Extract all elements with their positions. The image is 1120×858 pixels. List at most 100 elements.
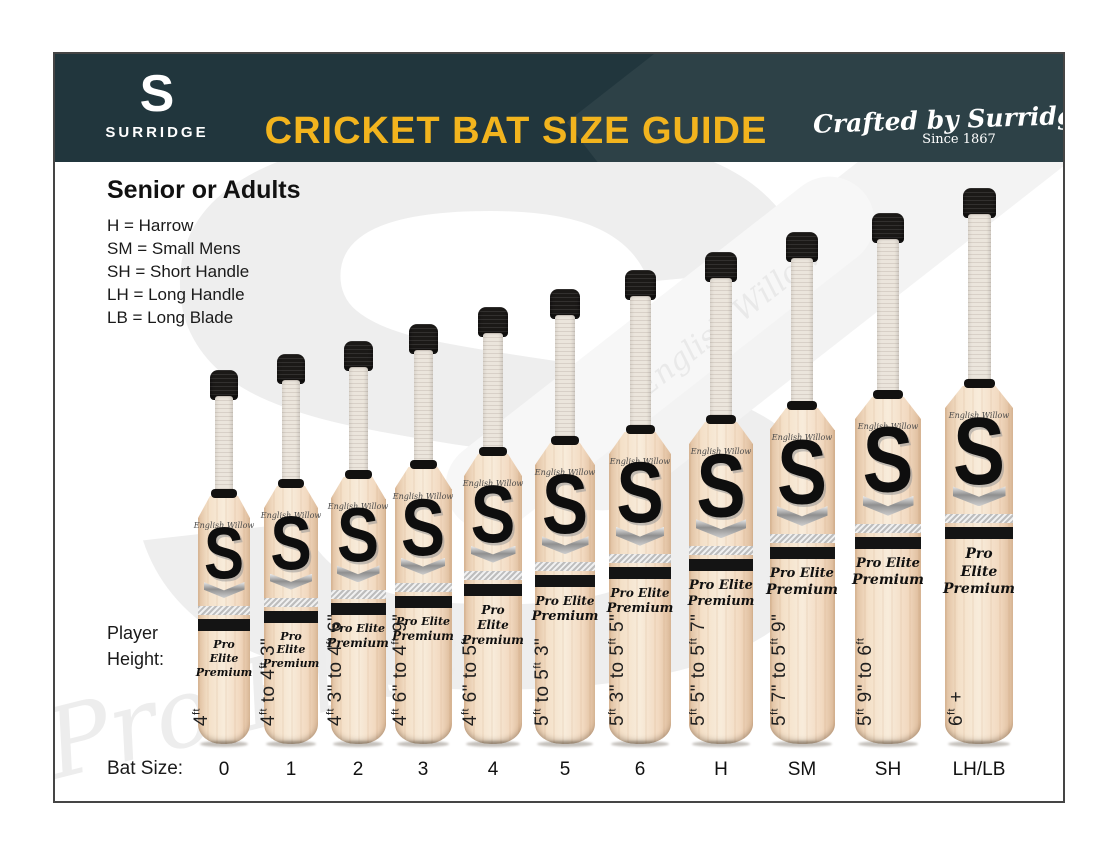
blade-face: English Willow S Pro Elite Premium 4ft xyxy=(191,517,254,744)
bat-size-value: 3 xyxy=(417,759,429,780)
premium-script: Premium xyxy=(943,581,1015,598)
cricket-bat: English Willow S Pro Elite Premium 6ft + xyxy=(943,188,1015,744)
pro-elite-script: Pro Elite xyxy=(535,594,595,609)
cricket-bat: English Willow S Pro Elite Premium 5ft 7" to… xyxy=(766,232,838,744)
cricket-bat: English Willow S Pro Elite Premium 5ft to 5f… xyxy=(532,289,598,744)
handle-grip-cap xyxy=(210,370,238,400)
handle-grip xyxy=(710,278,732,424)
bat-size-value: H xyxy=(714,759,728,780)
player-height-value: 4ft 3" to 4ft 6" xyxy=(325,613,346,726)
bat-size-label: Bat Size: xyxy=(107,758,184,779)
blade-face: English Willow S Pro Elite Premium 6ft + xyxy=(943,397,1015,744)
surridge-s-blade-logo: S xyxy=(952,397,1006,505)
bat-size-value: 5 xyxy=(559,759,571,780)
premium-script: Premium xyxy=(687,594,755,610)
bat-size-value: 4 xyxy=(487,759,499,780)
premium-script: Premium xyxy=(392,628,454,643)
blade-face: English Willow S Pro Elite Premium 4ft to 4f… xyxy=(258,502,322,744)
premium-script: Premium xyxy=(606,600,674,616)
cricket-bat: English Willow S Pro Elite Premium 4ft xyxy=(191,370,254,744)
handle-grip xyxy=(555,315,575,445)
pro-elite-script: Pro Elite xyxy=(477,602,509,632)
premium-script: Premium xyxy=(462,632,524,647)
bat-size-value: 2 xyxy=(352,759,364,780)
checkered-band xyxy=(609,553,671,563)
english-willow-script: English Willow xyxy=(327,502,389,511)
black-band xyxy=(198,619,250,631)
splice-collar xyxy=(278,479,304,488)
handle-grip xyxy=(629,296,651,434)
cricket-bat: English Willow S Pro Elite Premium 4ft 6" to… xyxy=(460,307,524,744)
surridge-s-blade-logo: S xyxy=(270,502,312,587)
premium-script: Premium xyxy=(852,572,924,589)
player-height-label: Player Height: xyxy=(107,620,164,672)
page-title: CRICKET BAT SIZE GUIDE xyxy=(264,110,768,152)
cricket-bat: English Willow S Pro Elite Premium 4ft 6" to… xyxy=(390,324,454,744)
handle-grip xyxy=(413,350,433,469)
checkered-band xyxy=(464,570,522,580)
cricket-bat: English Willow S Pro Elite Premium 5ft 9" to… xyxy=(852,213,924,744)
player-height-value: 5ft 7" to 5ft 9" xyxy=(769,613,790,726)
blade-face: English Willow S Pro Elite Premium 4ft 3" to… xyxy=(325,497,389,744)
checkered-band xyxy=(535,562,595,572)
player-height-value: 5ft to 5ft 3" xyxy=(532,637,553,726)
player-height-line1: Player xyxy=(107,623,159,643)
player-height-value: 4ft 6" to 5ft xyxy=(460,637,481,726)
handle-grip xyxy=(791,258,813,410)
size-guide-poster: S English Willow Pro Elite S SURRIDGE CR… xyxy=(53,52,1065,803)
pro-elite-script: Pro Elite xyxy=(856,555,920,571)
checkered-band xyxy=(264,597,318,607)
checkered-band xyxy=(945,514,1013,524)
handle-grip-cap xyxy=(343,341,373,371)
splice-collar xyxy=(551,436,579,445)
bat-size-value: SH xyxy=(874,759,902,780)
cricket-bat: English Willow S Pro Elite Premium 4ft to 4f… xyxy=(258,354,322,744)
blade-face: English Willow S Pro Elite Premium 5ft 3" to… xyxy=(606,450,674,744)
black-band xyxy=(394,595,452,608)
black-band xyxy=(769,547,835,559)
blade-shoulder xyxy=(198,496,250,518)
player-height-value: 5ft 5" to 5ft 7" xyxy=(688,613,709,726)
black-band xyxy=(855,536,921,549)
blade-face: English Willow S Pro Elite Premium 5ft 7" to… xyxy=(766,420,838,744)
cricket-bat: English Willow S Pro Elite Premium 4ft 3" to… xyxy=(325,341,389,744)
player-height-value: 5ft 3" to 5ft 5" xyxy=(607,613,628,726)
pro-elite-script: Pro Elite xyxy=(276,629,306,657)
black-band xyxy=(464,583,522,596)
surridge-wordmark: SURRIDGE xyxy=(105,124,209,141)
legend-item-harrow: H = Harrow xyxy=(107,216,194,235)
section-heading: Senior or Adults xyxy=(107,176,301,204)
english-willow-script: English Willow xyxy=(260,511,322,520)
splice-collar xyxy=(706,415,736,424)
legend-item-long-blade: LB = Long Blade xyxy=(107,308,234,327)
legend-item-long-handle: LH = Long Handle xyxy=(107,285,245,304)
black-band xyxy=(535,575,595,588)
since-1867-text: Since 1867 xyxy=(922,132,996,147)
blade-face: English Willow S Pro Elite Premium 4ft 6" to… xyxy=(390,487,454,744)
player-height-value: 4ft xyxy=(191,708,212,726)
black-band xyxy=(609,566,671,579)
splice-collar xyxy=(787,401,817,410)
pro-elite-script: Pro Elite xyxy=(209,638,239,665)
splice-collar xyxy=(625,425,655,434)
player-height-line2: Height: xyxy=(107,649,165,669)
premium-script: Premium xyxy=(531,609,599,625)
surridge-s-blade-logo: S xyxy=(776,420,828,524)
english-willow-script: English Willow xyxy=(392,492,454,501)
bat-size-value: LH/LB xyxy=(952,759,1006,780)
black-band xyxy=(689,559,753,572)
checkered-band xyxy=(330,590,386,600)
pro-elite-script: Pro Elite xyxy=(395,614,451,628)
handle-grip xyxy=(348,367,368,479)
player-height-value: 4ft to 4ft 3" xyxy=(258,637,279,726)
pro-elite-script: Pro Elite xyxy=(610,585,670,600)
surridge-s-blade-logo: S xyxy=(696,434,746,537)
cricket-bat: English Willow S Pro Elite Premium 5ft 3" to… xyxy=(606,270,674,744)
pro-elite-script: Pro Elite xyxy=(689,578,753,594)
black-band xyxy=(330,603,386,616)
surridge-logo: S SURRIDGE xyxy=(77,68,237,141)
pro-elite-script: Pro Elite xyxy=(770,566,834,581)
handle-grip xyxy=(215,396,233,498)
bat-size-value: 0 xyxy=(218,759,230,780)
